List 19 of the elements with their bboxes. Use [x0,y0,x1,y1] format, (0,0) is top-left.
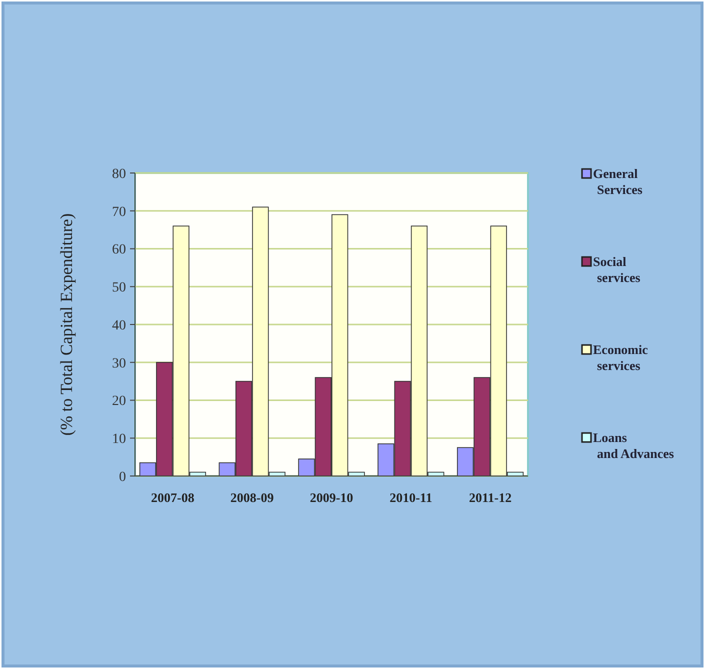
y-axis-title: (% to Total Capital Expenditure) [57,213,76,436]
x-tick-label: 2010-11 [390,490,432,505]
y-tick-label: 80 [112,166,126,182]
y-tick-label: 40 [112,318,126,334]
x-tick-label: 2009-10 [310,490,354,505]
y-tick-label: 70 [112,204,126,220]
y-tick-label: 30 [112,356,126,372]
legend-label: Social services [593,254,640,285]
y-tick-label: 20 [112,394,126,410]
y-tick-label: 50 [112,280,126,296]
x-tick-label: 2008-09 [230,490,274,505]
legend-label: General Services [593,166,642,197]
y-tick-label: 10 [112,432,126,448]
x-tick-label: 2011-12 [468,490,512,505]
y-tick-label: 0 [119,470,126,485]
x-tick-label: 2007-08 [151,490,195,505]
legend-label: Loans and Advances [593,430,674,461]
legend-label: Economic services [593,342,648,373]
y-tick-label: 60 [112,242,126,258]
